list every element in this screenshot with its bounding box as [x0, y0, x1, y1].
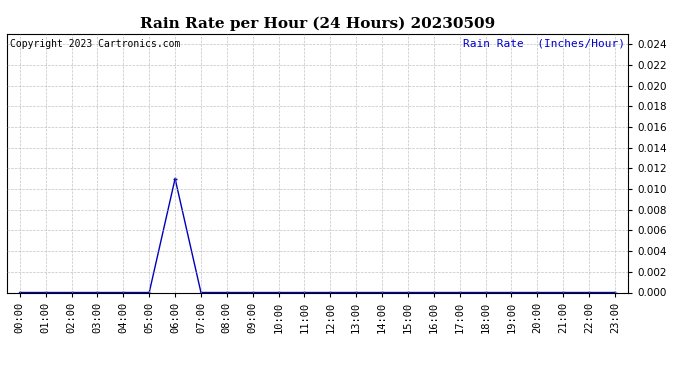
Text: Rain Rate  (Inches/Hour): Rain Rate (Inches/Hour) — [463, 39, 625, 49]
Text: Copyright 2023 Cartronics.com: Copyright 2023 Cartronics.com — [10, 39, 180, 49]
Title: Rain Rate per Hour (24 Hours) 20230509: Rain Rate per Hour (24 Hours) 20230509 — [140, 17, 495, 31]
